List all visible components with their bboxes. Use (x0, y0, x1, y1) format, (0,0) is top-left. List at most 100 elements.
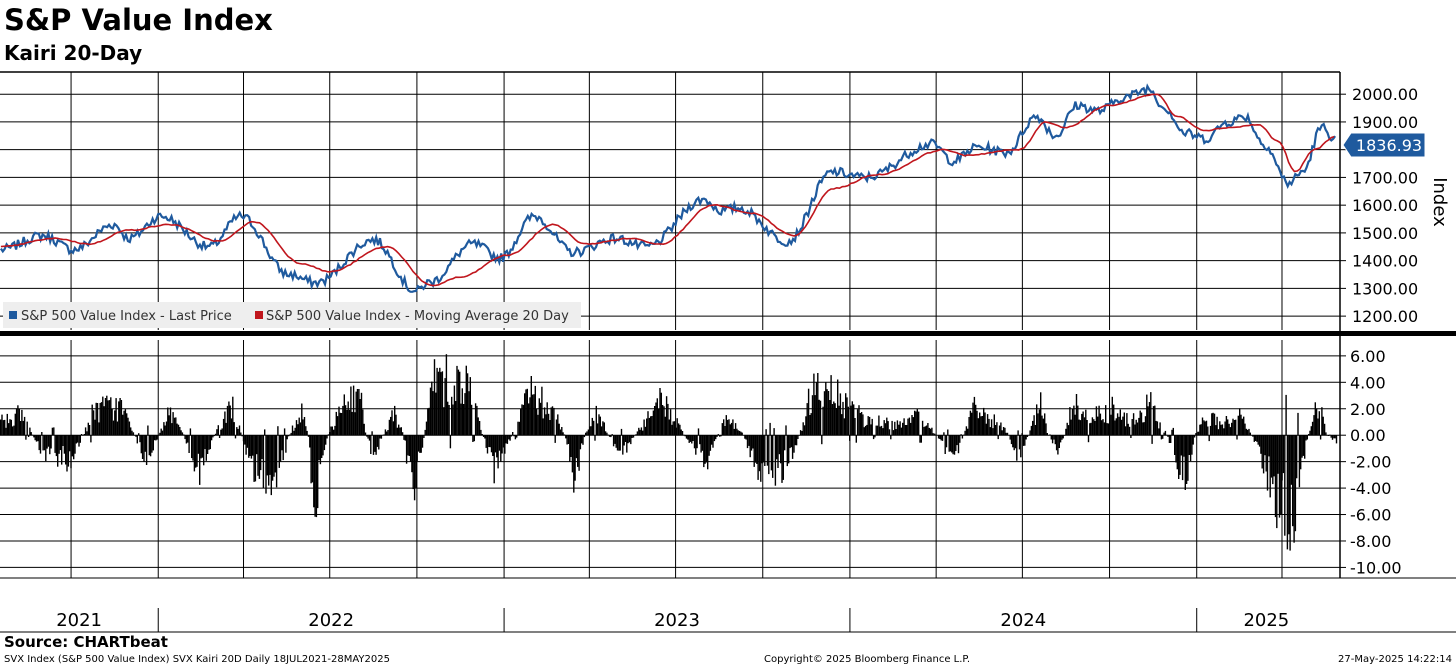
kairi-bar (526, 388, 528, 436)
kairi-bar (23, 416, 26, 436)
kairi-bar (1228, 423, 1230, 436)
kairi-bar (971, 412, 973, 436)
kairi-bar (928, 427, 930, 436)
kairi-bar (193, 435, 196, 472)
kairi-bar (803, 425, 806, 436)
kairi-bar (1245, 428, 1247, 436)
kairi-bar (477, 417, 479, 436)
kairi-bar (1318, 411, 1320, 436)
kairi-bar (69, 435, 71, 452)
kairi-bar (684, 435, 686, 437)
kairi-bar (797, 435, 799, 439)
kairi-bar (147, 425, 149, 436)
kairi-bar (14, 413, 16, 436)
kairi-bar (303, 417, 306, 436)
kairi-bar (392, 421, 395, 436)
kairi-bar (396, 427, 398, 436)
kairi-bar (715, 435, 717, 440)
kairi-bar (1029, 430, 1031, 436)
kairi-bar (500, 435, 502, 462)
kairi-bar (961, 435, 964, 439)
kairi-bar (855, 435, 857, 443)
kairi-bar (342, 405, 344, 436)
kairi-bar (91, 404, 93, 436)
kairi-bar (159, 432, 161, 436)
kairi-bar (261, 435, 263, 459)
kairi-bar (1246, 429, 1249, 436)
kairi-bar (679, 424, 681, 436)
kairi-bar (640, 427, 643, 436)
kairi-bar (323, 435, 326, 451)
kairi-bar (1158, 428, 1160, 436)
kairi-bar (520, 409, 522, 436)
kairi-bar (252, 435, 254, 456)
kairi-bar (94, 419, 96, 436)
kairi-bar (1301, 435, 1303, 458)
kairi-bar (222, 418, 225, 436)
kairi-bar (685, 435, 688, 439)
kairi-bar (1025, 435, 1027, 440)
kairi-bar (90, 435, 92, 443)
kairi-bar (799, 430, 802, 436)
kairi-bar (294, 427, 296, 436)
kairi-bar (894, 421, 896, 436)
kairi-bar (376, 435, 379, 447)
kairi-bar (924, 426, 926, 436)
kairi-bar (59, 435, 62, 451)
kairi-bar (695, 435, 697, 455)
kairi-bar (1211, 413, 1213, 436)
kairi-bar (839, 393, 842, 436)
kairi-bar (11, 426, 14, 436)
kairi-bar (960, 434, 962, 436)
kairi-bar (1304, 435, 1306, 459)
kairi-bar (778, 435, 781, 455)
kairi-bar (496, 435, 498, 458)
kairi-bar (967, 428, 969, 436)
kairi-bar (577, 435, 579, 467)
kairi-bar (163, 422, 165, 436)
kairi-bar (1193, 435, 1196, 438)
kairi-bar (581, 435, 583, 444)
kairi-bar (752, 435, 754, 449)
kairi-bar (217, 425, 219, 436)
kairi-bar (435, 392, 437, 436)
kairi-bar (119, 398, 121, 436)
kairi-bar (810, 413, 812, 436)
kairi-bar (1314, 402, 1316, 436)
kairi-bar (1103, 422, 1106, 436)
kairi-bar (680, 429, 682, 436)
kairi-bar (880, 425, 883, 436)
kairi-bar (135, 435, 137, 437)
kairi-bar (827, 391, 830, 436)
y-tick-label-bottom: -8.00 (1350, 532, 1391, 551)
kairi-bar (721, 423, 723, 436)
kairi-bar (1083, 417, 1086, 436)
kairi-bar (817, 373, 819, 436)
kairi-bar (632, 435, 635, 438)
kairi-bar (1139, 410, 1141, 436)
kairi-bar (896, 420, 899, 436)
kairi-bar (347, 401, 349, 436)
kairi-bar (927, 423, 929, 436)
kairi-bar (66, 435, 68, 472)
kairi-bar (424, 429, 426, 436)
kairi-bar (1062, 435, 1064, 439)
kairi-bar (1183, 435, 1185, 457)
kairi-bar (17, 405, 19, 436)
kairi-bar (973, 396, 976, 436)
kairi-bar (437, 371, 440, 436)
kairi-bar (279, 435, 282, 462)
kairi-bar (1207, 426, 1209, 436)
kairi-bar (51, 427, 54, 436)
kairi-bar (165, 421, 168, 436)
kairi-bar (180, 430, 182, 436)
kairi-bar (1095, 406, 1098, 436)
kairi-bar (574, 435, 576, 481)
kairi-bar (668, 419, 670, 436)
kairi-bar (1233, 420, 1236, 436)
kairi-bar (143, 435, 145, 462)
kairi-bar (512, 432, 514, 436)
kairi-bar (1093, 419, 1095, 436)
kairi-bar (1154, 405, 1156, 436)
kairi-bar (557, 414, 559, 436)
